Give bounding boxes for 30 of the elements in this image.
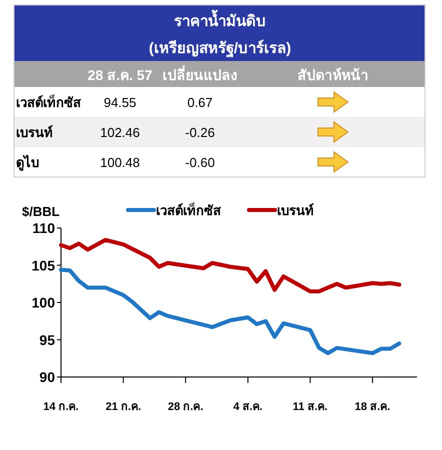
y-tick-label: 110 [32,220,56,236]
y-tick-label: 95 [39,332,56,348]
line-series [59,268,402,356]
y-tick-label: 90 [39,369,56,385]
y-tick-label: 105 [32,257,56,274]
text: -0.60 [185,155,215,170]
x-tick-label: 4 ส.ค. [233,401,263,413]
x-tick-label: 18 ส.ค. [354,401,390,413]
legend-label: เบรนท์ [277,203,314,218]
legend-label: เวสต์เท็กซัส [156,201,221,218]
text: 94.55 [104,95,136,110]
text: -0.26 [185,125,215,140]
text: เปลี่ยนแปลง [162,65,238,83]
text: 0.67 [187,95,213,110]
y-tick-label: 100 [32,294,56,310]
text: สัปดาห์หน้า [298,67,368,83]
text: 28 ส.ค. 57 [88,67,153,83]
text: เบรนท์ [16,125,53,140]
x-tick-label: 11 ส.ค. [292,401,328,413]
text: ดูไบ [16,154,39,171]
x-tick-label: 14 ก.ค. [43,401,79,413]
x-tick-label: 21 ก.ค. [106,401,142,413]
y-axis-title: $/BBL [22,204,60,219]
x-tick-label: 28 ก.ค. [168,401,204,413]
text: เวสต์เท็กซัส [16,93,81,110]
line-series [59,238,402,294]
text: ราคาน้ำมันดิบ [174,9,266,30]
text: (เหรียญสหรัฐ/บาร์เรล) [148,39,292,58]
text: 102.46 [100,125,140,140]
text: 100.48 [100,155,140,170]
